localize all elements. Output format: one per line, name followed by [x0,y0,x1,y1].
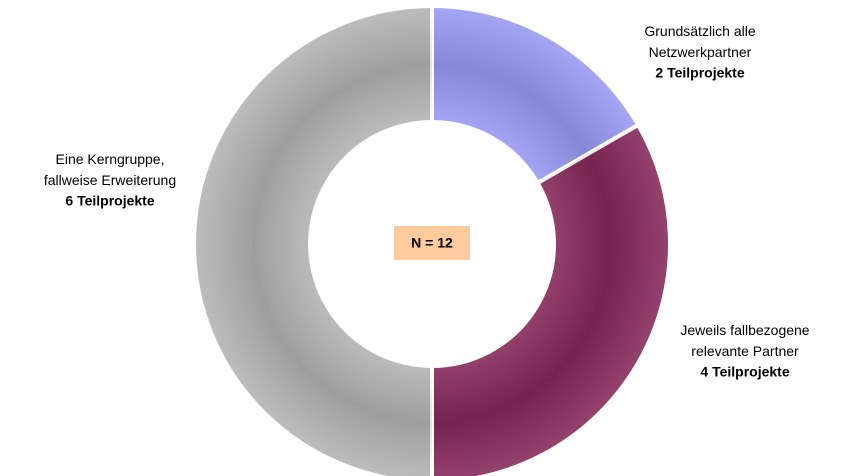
value-label: 4 Teilprojekte [700,364,789,380]
slice-shade [432,6,639,183]
slice-shade [194,6,432,476]
value-label: 6 Teilprojekte [65,193,154,209]
annotation: N = 12 [411,235,453,251]
annotation-box [394,226,470,260]
category-label: Jeweils fallbezogene relevante Partner [680,322,809,359]
category-label: Grundsätzlich alle Netzwerkpartner [644,23,755,60]
category-label: Eine Kerngruppe, fallweise Erweiterung [44,151,176,188]
slice-shade [432,125,670,476]
value-label: 2 Teilprojekte [655,65,744,81]
